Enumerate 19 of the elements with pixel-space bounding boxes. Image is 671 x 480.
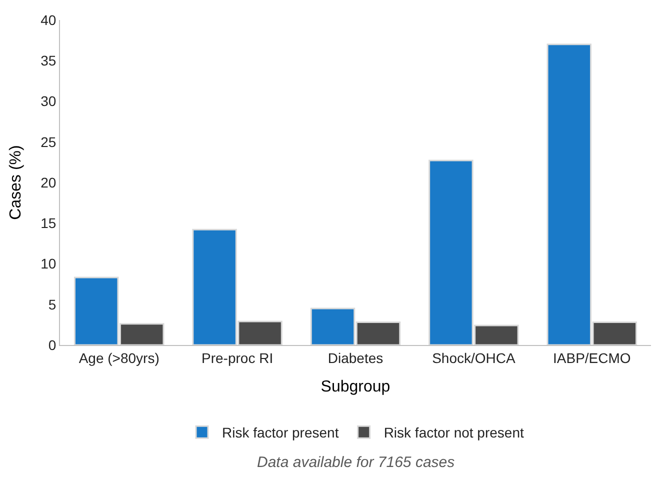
y-tick-label: 40	[40, 12, 56, 28]
x-tick-label: IABP/ECMO	[553, 350, 631, 366]
x-tick-label: Pre-proc RI	[202, 350, 274, 366]
y-tick-label: 30	[40, 93, 56, 110]
y-tick-label: 20	[40, 174, 56, 190]
legend-label: Risk factor not present	[384, 424, 524, 441]
x-tick-label: Diabetes	[328, 350, 384, 366]
y-tick-label: 25	[40, 134, 56, 150]
y-tick-label: 35	[40, 52, 56, 69]
x-tick-label: Age (>80yrs)	[78, 350, 160, 366]
y-tick-label: 10	[40, 256, 56, 272]
x-axis-title: Subgroup	[320, 378, 390, 396]
legend-label: Risk factor present	[222, 424, 339, 441]
y-tick-label: 5	[48, 296, 56, 312]
y-axis-title: Cases (%)	[8, 145, 25, 220]
y-tick-label: 15	[40, 215, 56, 232]
x-tick-label: Shock/OHCA	[432, 350, 516, 366]
y-tick-label: 0	[48, 336, 56, 353]
text: Data available for 7165 cases	[257, 454, 456, 471]
